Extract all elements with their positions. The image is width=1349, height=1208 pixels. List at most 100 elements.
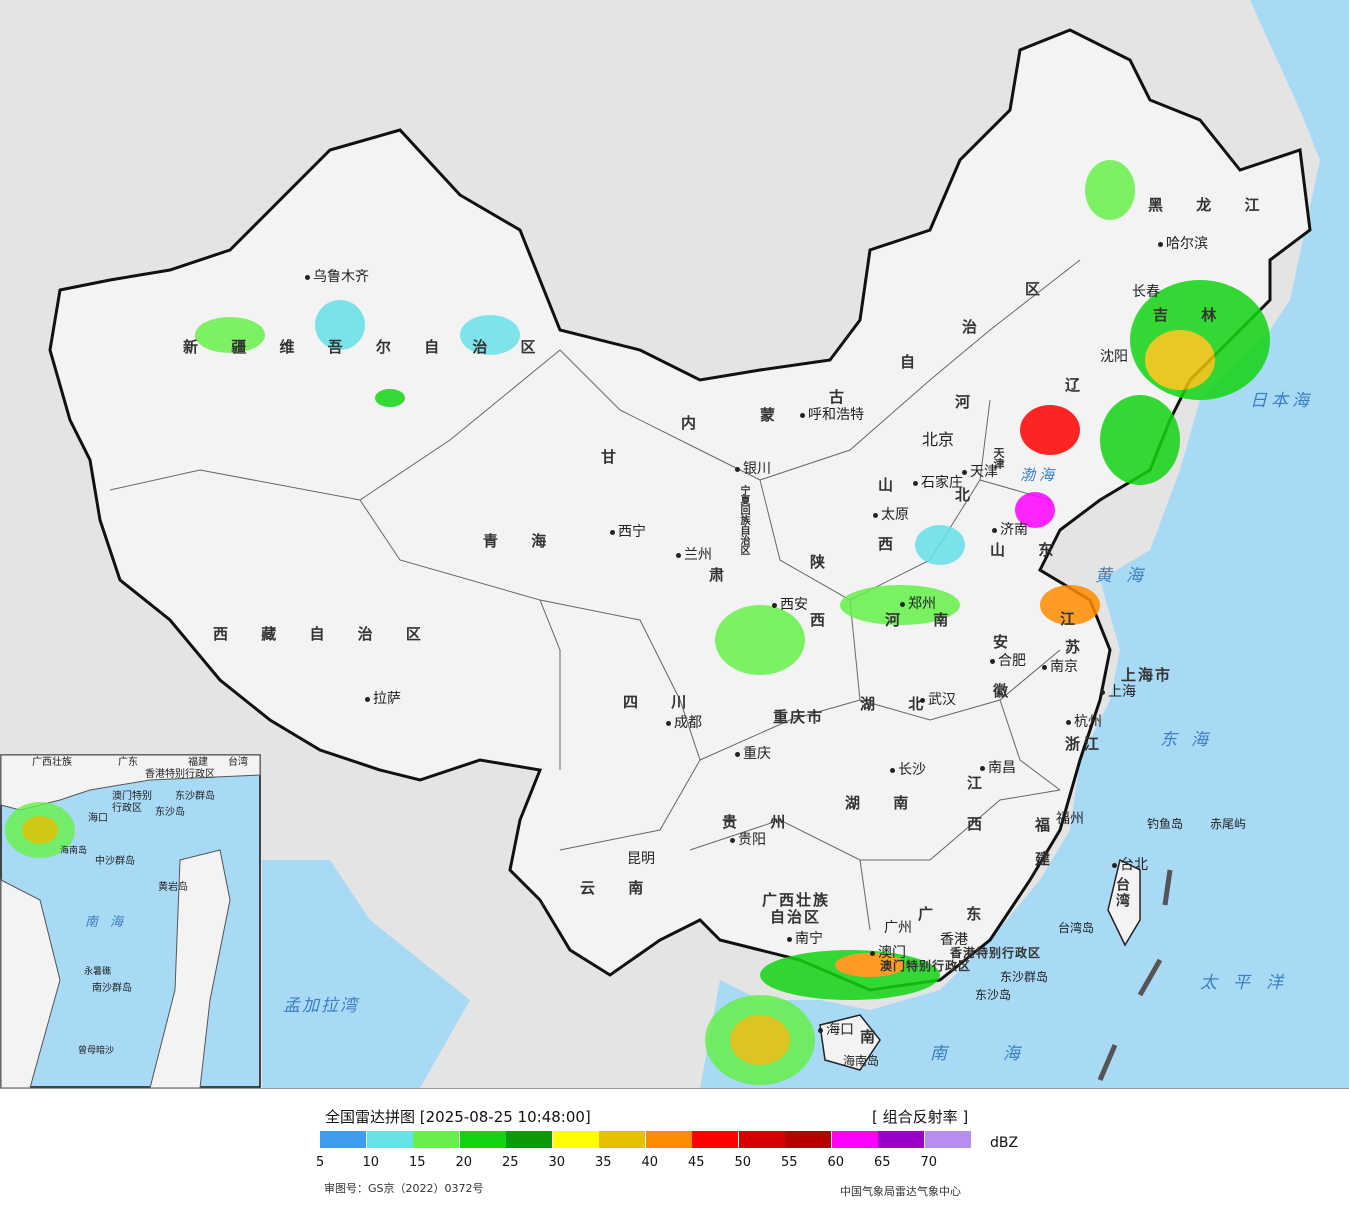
sea-yellow: 黄海 [1095,566,1157,586]
city-nanning: 南宁 [787,932,823,946]
legend-swatch [459,1131,506,1148]
radar-map: 新 疆 维 吾 尔 自 治 区 西 藏 自 治 区 青 海 甘 肃 内 蒙 古 … [0,0,1349,1089]
legend-tick: 70 [920,1155,938,1170]
city-beijing: 北京 [922,430,955,449]
city-chengdu: 成都 [666,716,702,730]
legend-product: [ 组合反射率 ] [872,1108,969,1126]
inset-hainan: 海南岛 [60,846,88,856]
sea-south: 南海 [930,1044,1076,1064]
sea-bengal: 孟加拉湾 [283,996,359,1016]
city-kunming: 昆明 [627,851,655,867]
inset-guangxi: 广西壮族 [32,757,72,768]
city-guangzhou: 广州 [884,920,912,936]
legend-tick: 65 [874,1155,891,1170]
sea-pacific: 太平洋 [1200,973,1299,993]
label-chongqing: 重庆市 [773,708,825,726]
label-zhejiang: 浙江 [1065,735,1104,753]
city-lhasa: 拉萨 [365,692,401,706]
label-shanxi: 山 [878,476,908,494]
sea-japan: 日本海 [1250,391,1313,411]
city-xian: 西安 [772,598,808,612]
island-chiwei: 赤尾屿 [1210,817,1247,831]
city-zhengzhou: 郑州 [900,597,936,611]
island-diaoyu: 钓鱼岛 [1147,817,1184,831]
legend-tick: 55 [781,1155,798,1170]
legend-tick: 25 [502,1155,519,1170]
label-guangdong: 广 东 [918,905,996,923]
legend-swatch [785,1131,831,1148]
island-taiwan: 台湾岛 [1058,921,1095,935]
label-guangxi: 广西壮族 [762,891,831,909]
inset-land [0,754,261,1088]
label-jiangxi-2: 西 [967,815,997,833]
label-macau-sar: 澳门特别行政区 [880,959,972,973]
city-wuhan: 武汉 [920,693,956,707]
label-fujian: 福 [1035,816,1065,834]
label-nmg-4: 自 [900,353,930,371]
inset-haikou: 海口 [88,813,108,824]
label-henan: 河 南 [885,611,963,629]
legend-swatch [320,1131,366,1148]
label-hunan: 湖 南 [845,794,923,812]
label-jilin: 吉 林 [1153,306,1231,324]
label-nmg-5: 治 [962,318,992,336]
city-nanchang: 南昌 [980,761,1016,775]
legend-tick: 10 [362,1155,380,1170]
island-hainan: 海南岛 [843,1054,880,1068]
label-guizhou: 贵 州 [722,813,800,831]
legend-swatch [552,1131,599,1148]
label-nmg-2: 蒙 [760,406,790,424]
city-tianjin: 天津 [962,465,998,479]
sea-east: 东海 [1160,730,1222,750]
label-hebei: 河 [955,393,985,411]
city-haikou: 海口 [818,1023,854,1037]
city-lanzhou: 兰州 [676,548,712,562]
label-jiangsu: 江 [1060,610,1090,628]
legend-tick: 35 [595,1155,612,1170]
city-changsha: 长沙 [890,763,926,777]
label-liaoning: 辽 [1065,376,1095,394]
city-hohhot: 呼和浩特 [800,408,864,422]
city-taipei: 台北 [1112,858,1148,872]
label-tibet: 西 藏 自 治 区 [213,625,435,643]
label-taiwan: 台湾 [1114,877,1130,909]
city-yinchuan: 银川 [735,462,771,476]
legend-tick: 20 [455,1155,473,1170]
label-nmg-3: 古 [829,388,859,406]
city-shijiazhuang: 石家庄 [913,476,963,490]
label-jiangsu-2: 苏 [1065,638,1095,656]
city-harbin: 哈尔滨 [1158,237,1208,251]
inset-macau-2: 行政区 [112,803,142,814]
inset-dongsha: 东沙岛 [155,807,185,818]
label-jiangxi: 江 [967,774,997,792]
legend-unit: dBZ [990,1135,1019,1151]
city-jinan: 济南 [992,523,1028,537]
city-chongqing: 重庆 [735,747,771,761]
label-nmg-1: 内 [681,414,711,432]
label-shanxi-2: 西 [878,535,908,553]
radar-echoes [195,160,1270,1085]
inset-taiwan: 台湾 [228,757,248,768]
label-shaanxi: 陕 [810,553,840,571]
ocean [700,0,1349,1088]
legend-tick: 40 [641,1155,659,1170]
city-macau: 澳门 [870,946,906,960]
label-xinjiang: 新 疆 维 吾 尔 自 治 区 [183,338,550,356]
legend-swatch [692,1131,738,1148]
legend-swatch [738,1131,785,1148]
label-hk-sar: 香港特别行政区 [950,946,1042,960]
city-nanjing: 南京 [1042,660,1078,674]
label-nmg-6: 区 [1025,280,1055,298]
inset-nansha: 南沙群岛 [92,983,132,994]
inset-zengmu: 曾母暗沙 [78,1046,115,1056]
sea-bohai: 渤海 [1020,466,1059,484]
inset-yongshu: 永暑礁 [84,967,112,977]
sea-south-inset: 南海 [85,915,136,930]
label-hubei: 湖 北 [860,695,938,713]
legend-swatch [831,1131,878,1148]
legend-tick: 60 [827,1155,845,1170]
city-xining: 西宁 [610,525,646,539]
label-shanghai: 上海市 [1121,666,1173,684]
city-hangzhou: 杭州 [1066,715,1102,729]
inset-hk: 香港特别行政区 [145,769,215,780]
